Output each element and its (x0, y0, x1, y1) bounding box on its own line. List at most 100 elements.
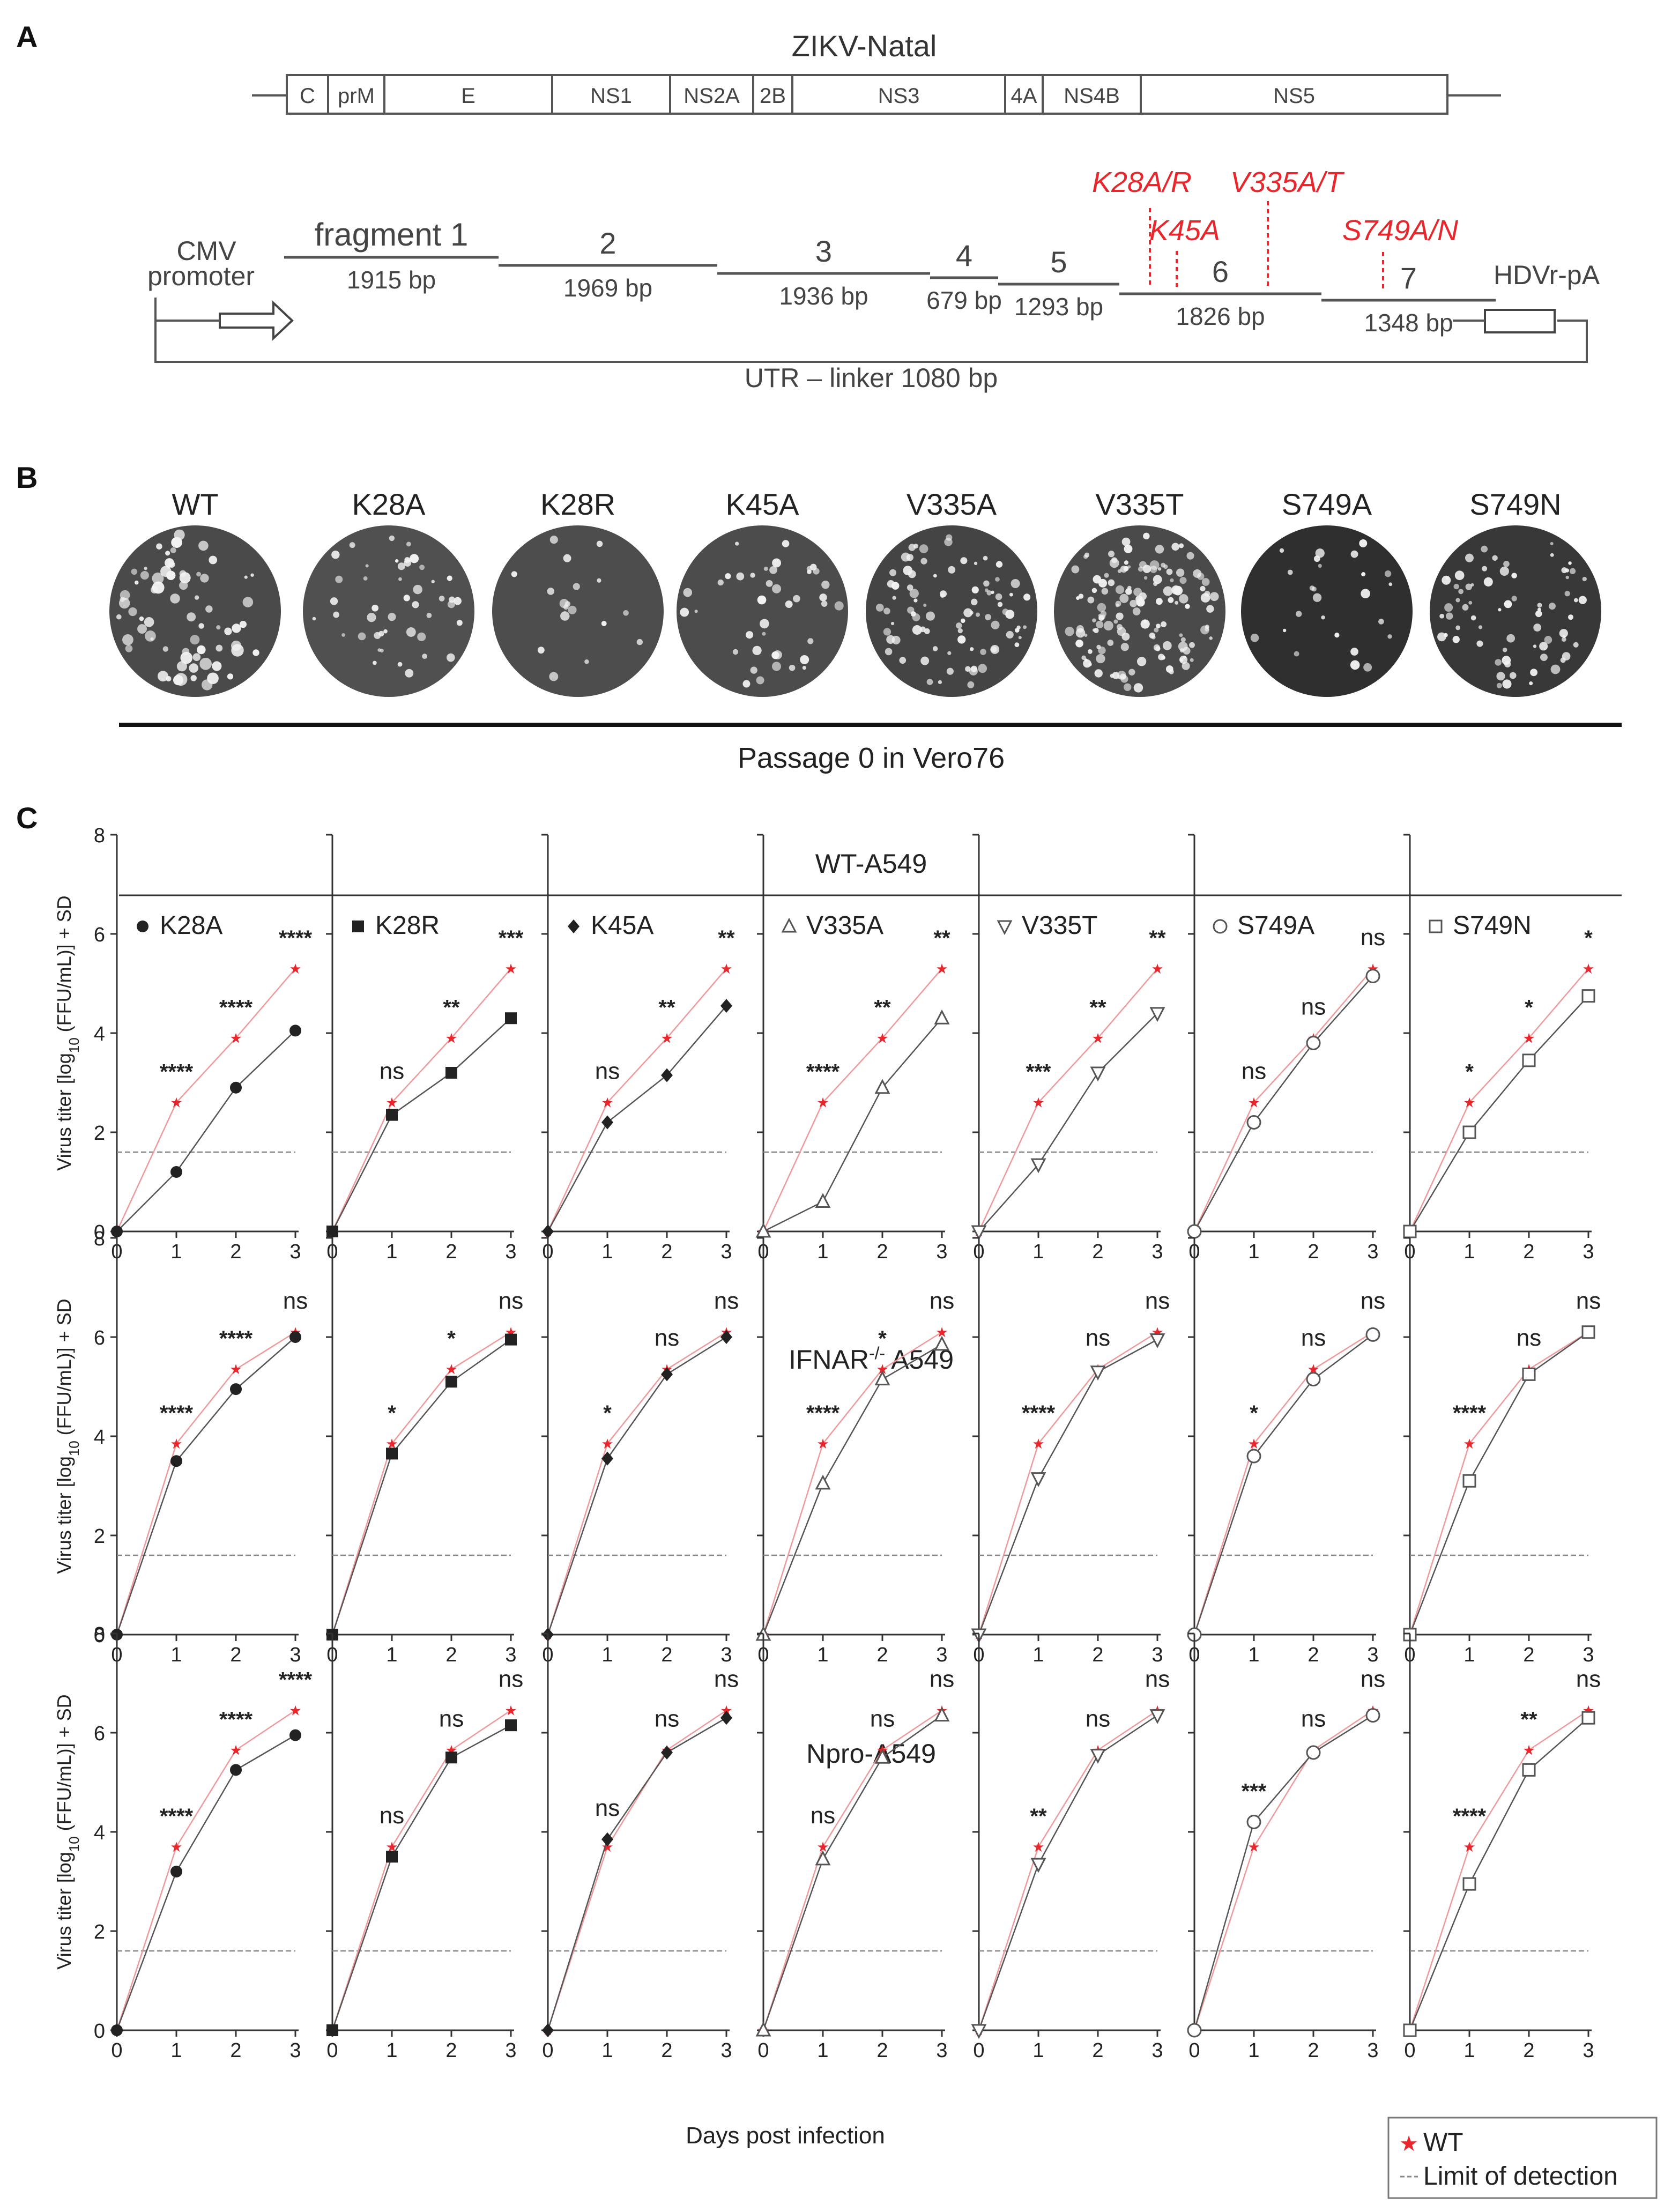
x-tick-label: 2 (661, 1644, 672, 1666)
wt-point: ★ (229, 1361, 242, 1377)
plaque (760, 619, 769, 629)
wt-line (547, 968, 727, 1232)
plaque (1014, 642, 1020, 648)
significance-label: ns (1361, 1666, 1385, 1692)
x-tick-label: 2 (1092, 2039, 1103, 2062)
x-tick-label: 2 (230, 2039, 241, 2062)
y-axis-title-rest: (FFU/mL)] + SD (53, 1298, 75, 1441)
plaque (802, 666, 807, 670)
wt-point: ★ (1463, 1436, 1475, 1452)
plaque (1363, 663, 1372, 672)
wt-point: ★ (816, 1839, 829, 1855)
plaque (1180, 637, 1186, 642)
plaque (1529, 681, 1533, 686)
plaque (1565, 575, 1569, 580)
legend-marker-v335a (781, 917, 797, 933)
mutant-point (230, 1081, 242, 1094)
x-tick-label: 2 (876, 1241, 888, 1263)
plaque (920, 558, 927, 565)
plaque (1539, 642, 1548, 651)
x-tick-label: 3 (1151, 1241, 1163, 1263)
plasmid-backbone (154, 298, 1588, 363)
mutant-point (1149, 1007, 1165, 1022)
plaque (1454, 570, 1465, 581)
plaque (341, 633, 346, 637)
mutant-line (116, 1337, 296, 1635)
chart-1-v335t: V335T0123★★★★******* (971, 834, 1166, 1263)
plaque (1502, 656, 1511, 665)
significance-label: ns (655, 1705, 679, 1732)
wt-point: ★ (1247, 1436, 1260, 1452)
plaque (1166, 568, 1173, 575)
y-tick-label: 4 (94, 1822, 105, 1844)
plaque (1018, 636, 1022, 640)
significance-label: ** (874, 996, 891, 1019)
plaque (404, 557, 411, 563)
mutation-markers: K28A/R K45A V335A/T S749A/N (1092, 166, 1459, 292)
wt-line (762, 1331, 942, 1635)
plaque (889, 569, 896, 576)
plaque (623, 610, 629, 616)
mutant-line (116, 1734, 296, 2031)
y-tick-label: 6 (94, 1327, 105, 1349)
plaque (199, 657, 212, 670)
plaque (971, 586, 979, 593)
wt-point: ★ (816, 1436, 829, 1452)
plaque (1481, 545, 1488, 553)
plaque (1121, 537, 1131, 546)
plaque (807, 638, 814, 644)
plaque (1153, 575, 1162, 584)
x-tick-label: 2 (1307, 1241, 1319, 1263)
plaque (1568, 561, 1572, 565)
plaque (756, 676, 764, 685)
mutant-point (1187, 2023, 1202, 2038)
mutant-point (1306, 1372, 1321, 1387)
plaque (938, 680, 942, 685)
legend-label-k45a: K45A (591, 911, 653, 940)
plaque (1098, 647, 1106, 655)
plaque (1023, 593, 1031, 601)
plaque (417, 632, 426, 641)
plaque (1087, 596, 1095, 604)
plaque (736, 572, 745, 581)
x-tick-label: 1 (601, 1644, 613, 1666)
significance-label: * (1525, 996, 1533, 1019)
mutant-point (111, 2024, 123, 2036)
wt-point: ★ (504, 1702, 517, 1718)
plaque (179, 572, 191, 584)
plaque (1083, 554, 1088, 559)
plaque (732, 649, 739, 655)
row-title-1: WT-A549 (815, 849, 927, 879)
legend-label-s749n: S749N (1453, 911, 1532, 940)
x-tick-label: 1 (1032, 1644, 1044, 1666)
plaque (1200, 585, 1206, 592)
plaque (156, 543, 162, 550)
plaque (680, 607, 689, 617)
plaque (537, 647, 545, 654)
significance-label: **** (160, 1060, 194, 1084)
mutant-line (331, 1018, 511, 1232)
plaque (200, 574, 209, 583)
plaque (969, 647, 974, 651)
significance-label: ** (1030, 1805, 1047, 1828)
y-tick-label: 0 (94, 1624, 105, 1647)
plaque (995, 577, 1000, 582)
significance-label: ns (499, 1666, 523, 1692)
mutant-point (815, 1850, 831, 1866)
plaque (1178, 641, 1188, 651)
plaque (1350, 660, 1360, 670)
mutant-point (1581, 989, 1595, 1003)
plaque (1561, 567, 1567, 574)
chart-1-k28a: K28A024680123★★★★************ (94, 825, 313, 1263)
plaque (1496, 682, 1502, 688)
plaque (1550, 553, 1554, 557)
plaque (597, 578, 601, 583)
mutant-point (1030, 1858, 1046, 1873)
mutant-point (111, 1226, 123, 1237)
gene-label-ns4b: NS4B (1064, 84, 1120, 108)
mutant-point (170, 1866, 182, 1877)
plaque (1452, 636, 1460, 643)
